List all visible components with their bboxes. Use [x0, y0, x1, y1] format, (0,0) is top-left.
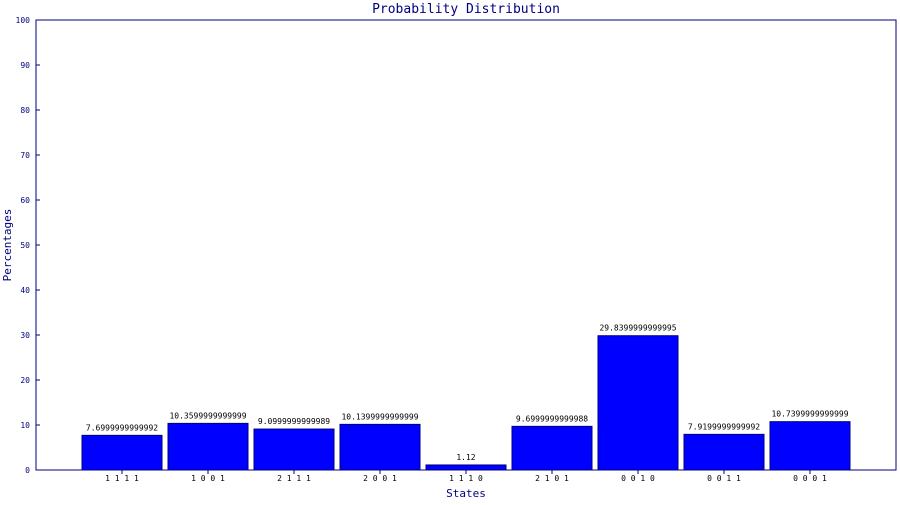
y-tick-label: 90: [20, 61, 30, 70]
bar-value-label: 10.3599999999999: [169, 411, 246, 420]
bar-series: [81, 335, 851, 471]
y-tick-label: 50: [20, 241, 30, 250]
bar: [683, 433, 765, 471]
y-axis: 0 10 20 30 40 50 60 70 80 90 100: [16, 16, 40, 475]
bar-value-label: 7.9199999999992: [688, 422, 760, 431]
x-axis: 1 1 1 1 1 0 0 1 2 1 1 1 2 0 0 1 1 1 1 0 2 1 0…: [105, 470, 827, 483]
bar: [253, 428, 335, 471]
y-tick-label: 80: [20, 106, 30, 115]
y-tick-label: 10: [20, 421, 30, 430]
bar: [81, 434, 163, 471]
x-tick-label: 2 1 1 1: [277, 474, 311, 483]
y-tick-label: 60: [20, 196, 30, 205]
x-tick-label: 0 0 1 1: [707, 474, 741, 483]
y-tick-label: 40: [20, 286, 30, 295]
bar: [769, 421, 851, 471]
x-tick-label: 1 1 1 1: [105, 474, 139, 483]
plot-frame: [35, 19, 897, 471]
x-axis-label: States: [446, 487, 486, 500]
bar-value-label: 9.0999999999989: [258, 417, 330, 426]
bar-value-label: 7.6999999999992: [86, 423, 158, 432]
y-tick-label: 0: [25, 466, 30, 475]
bar-value-label: 10.1399999999999: [341, 412, 418, 421]
y-axis-label: Percentages: [1, 209, 14, 282]
x-tick-label: 1 1 1 0: [449, 474, 483, 483]
bar: [339, 423, 421, 471]
x-tick-label: 2 1 0 1: [535, 474, 569, 483]
bar: [167, 422, 249, 471]
bar: [511, 425, 593, 471]
bar-value-label: 9.6999999999988: [516, 414, 588, 423]
y-tick-label: 20: [20, 376, 30, 385]
x-tick-label: 0 0 1 0: [621, 474, 655, 483]
chart-title: Probability Distribution: [372, 2, 560, 17]
bar-value-label: 29.8399999999995: [599, 324, 676, 333]
y-tick-label: 30: [20, 331, 30, 340]
x-tick-label: 2 0 0 1: [363, 474, 397, 483]
bar-value-label: 1.12: [456, 453, 475, 462]
x-tick-label: 0 0 0 1: [793, 474, 827, 483]
y-tick-label: 100: [16, 16, 31, 25]
bar-value-label: 10.7399999999999: [771, 410, 848, 419]
bar-value-labels: 7.6999999999992 10.3599999999999 9.0999999…: [86, 324, 849, 462]
bar: [597, 335, 679, 471]
x-tick-label: 1 0 0 1: [191, 474, 225, 483]
y-tick-label: 70: [20, 151, 30, 160]
bar: [425, 464, 507, 471]
